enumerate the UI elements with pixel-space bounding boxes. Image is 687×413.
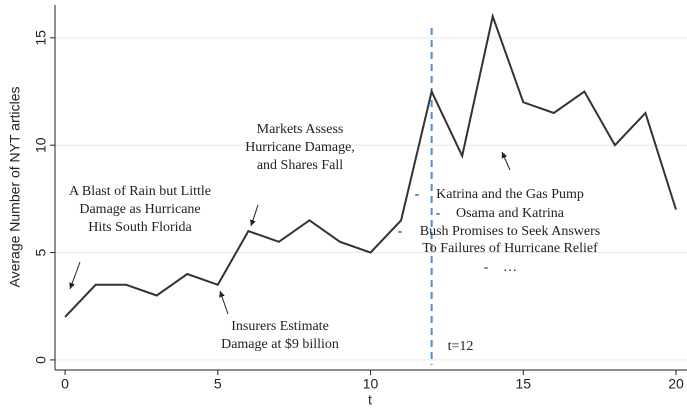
annotation: Damage at $9 billion [221,337,339,352]
bullet-mark: - [484,260,489,275]
x-tick-label: 10 [363,376,379,392]
bullet-mark: - [398,224,403,239]
bullet-mark: - [415,187,420,202]
arrows [69,151,511,315]
x-tick-label: 15 [515,376,531,392]
y-tick-label: 0 [33,356,49,364]
bullet-text: Osama and Katrina [456,206,565,221]
x-tick-label: 0 [61,376,69,392]
annotation: Markets Assess [257,122,344,137]
bullet-text: To Failures of Hurricane Relief [422,241,598,256]
annotation: Insurers Estimate [231,319,329,334]
y-tick-label: 10 [33,137,49,153]
y-axis-label: Average Number of NYT articles [7,86,23,287]
annotation: Hits South Florida [88,220,192,235]
annotation: Damage as Hurricane [79,202,200,217]
x-tick-label: 5 [214,376,222,392]
bullet-mark: - [436,206,441,221]
bullet-text: Katrina and the Gas Pump [436,187,584,202]
y-tick-label: 15 [33,30,49,46]
data-line [64,12,677,318]
x-tick-label: 20 [668,376,684,392]
x-axis-label: t [368,392,372,408]
bullet-text: Bush Promises to Seek Answers [420,224,600,239]
bullet-text: … [503,260,517,275]
annotation: Hurricane Damage, [245,140,355,155]
annotation: A Blast of Rain but Little [69,184,211,199]
y-tick-label: 5 [33,248,49,256]
vline-label: t=12 [448,339,474,354]
annotation: and Shares Fall [257,158,343,173]
